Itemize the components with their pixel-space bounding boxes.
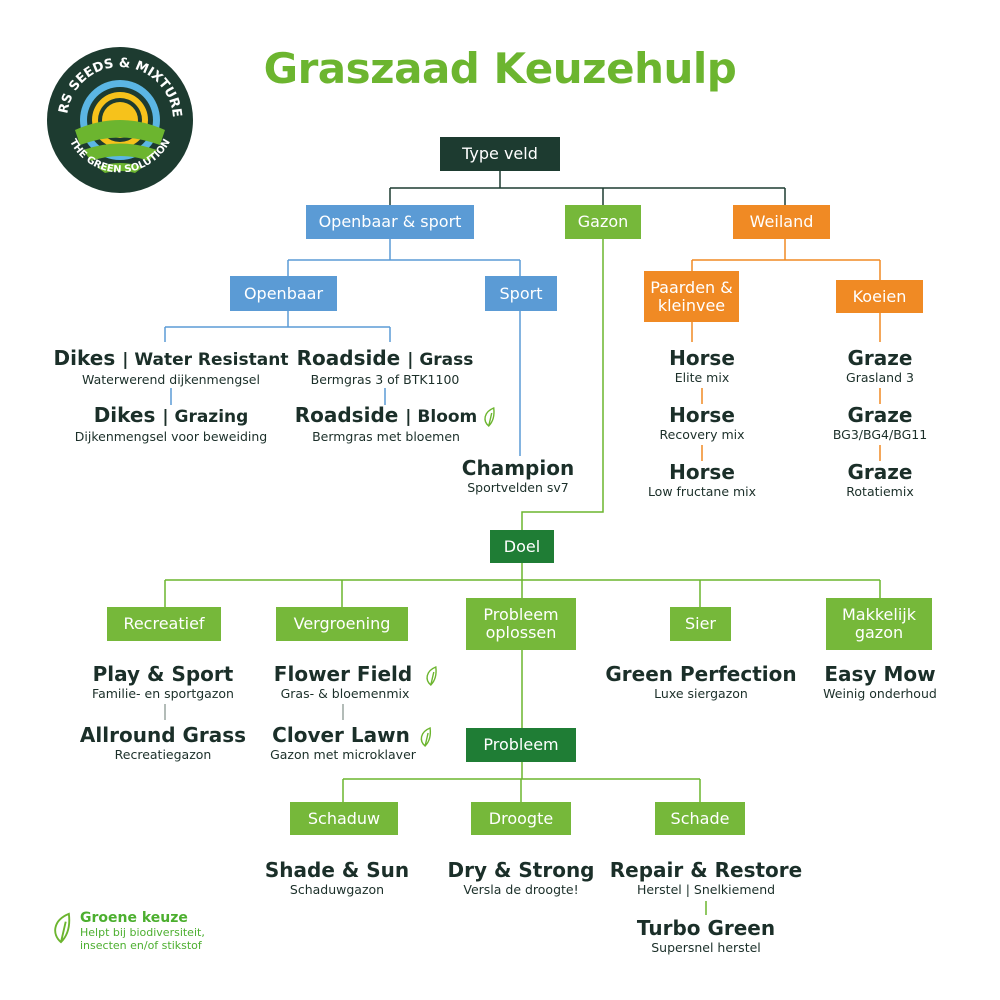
node-recreatief[interactable]: Recreatief — [107, 607, 221, 641]
product-name: Horse — [669, 403, 735, 427]
product-turbo-green[interactable]: Turbo Green Supersnel herstel — [637, 916, 775, 955]
legend-line-1: Helpt bij biodiversiteit, — [80, 926, 205, 939]
node-sport[interactable]: Sport — [485, 276, 557, 311]
product-horse-elite[interactable]: Horse Elite mix — [669, 346, 735, 385]
product-subtitle: Schaduwgazon — [289, 882, 385, 897]
node-type-veld[interactable]: Type veld — [440, 137, 560, 171]
node-openbaar-sport[interactable]: Openbaar & sport — [306, 205, 474, 239]
leaf-icon — [54, 912, 71, 944]
mrs-logo: MRS SEEDS & MIXTURES THE GREEN SOLUTION — [45, 45, 193, 193]
product-name: Graze — [847, 460, 913, 484]
product-name: Play & Sport — [92, 662, 234, 686]
product-name: Flower Field — [273, 662, 413, 686]
product-variant: | Bloom — [405, 407, 478, 427]
product-subtitle: Dijkenmengsel voor beweiding — [74, 429, 268, 444]
product-graze-grasland[interactable]: Graze Grasland 3 — [846, 346, 914, 385]
product-subtitle: Rotatiemix — [846, 484, 914, 499]
product-horse-recovery[interactable]: Horse Recovery mix — [660, 403, 745, 442]
product-subtitle: Luxe siergazon — [654, 686, 748, 701]
product-play-sport[interactable]: Play & Sport Familie- en sportgazon — [92, 662, 234, 701]
product-subtitle: Bermgras met bloemen — [312, 429, 460, 444]
product-variant: | Grass — [407, 350, 474, 370]
product-subtitle: Recreatiegazon — [114, 747, 212, 762]
product-name: Clover Lawn — [272, 723, 410, 747]
product-name: Shade & Sun — [264, 858, 410, 882]
legend-line-2: insecten en/of stikstof — [80, 939, 202, 952]
product-variant: | Water Resistant — [122, 350, 289, 370]
product-name: Easy Mow — [824, 662, 936, 686]
legend-groene-keuze: Groene keuze Helpt bij biodiversiteit, i… — [50, 910, 205, 952]
product-name: Dry & Strong — [447, 858, 595, 882]
product-subtitle: Low fructane mix — [647, 484, 757, 499]
product-name: Champion — [461, 456, 575, 480]
product-subtitle: Waterwerend dijkenmengsel — [82, 372, 260, 387]
product-name: Turbo Green — [636, 916, 776, 940]
product-variant: | Grazing — [162, 407, 249, 427]
leaf-icon — [483, 406, 495, 427]
product-clover-lawn[interactable]: Clover Lawn Gazon met microklaver — [270, 723, 434, 762]
product-name: Allround Grass — [79, 723, 247, 747]
node-sier[interactable]: Sier — [670, 607, 731, 641]
product-subtitle: Bermgras 3 of BTK1100 — [310, 372, 460, 387]
product-flower-field[interactable]: Flower Field Gras- & bloemenmix — [274, 662, 438, 701]
node-paarden-kleinvee[interactable]: Paarden & kleinvee — [644, 271, 739, 322]
product-name: Horse — [669, 346, 735, 370]
node-koeien[interactable]: Koeien — [836, 280, 923, 313]
node-probleem-oplossen[interactable]: Probleem oplossen — [466, 598, 576, 650]
node-weiland[interactable]: Weiland — [733, 205, 830, 239]
product-name: Repair & Restore — [609, 858, 803, 882]
product-dikes-water-resistant[interactable]: Dikes | Water Resistant Waterwerend dijke… — [54, 346, 289, 387]
product-subtitle: Gazon met microklaver — [270, 747, 416, 762]
product-name: Roadside — [294, 403, 399, 427]
product-subtitle: Weinig onderhoud — [823, 686, 937, 701]
product-subtitle: Herstel | Snelkiemend — [636, 882, 776, 897]
node-probleem[interactable]: Probleem — [466, 728, 576, 762]
product-subtitle: Recovery mix — [659, 427, 745, 442]
product-graze-bg[interactable]: Graze BG3/BG4/BG11 — [833, 403, 927, 442]
node-vergroening[interactable]: Vergroening — [276, 607, 408, 641]
leaf-icon — [426, 665, 438, 686]
leaf-icon — [420, 726, 431, 747]
page-title: Graszaad Keuzehulp — [263, 44, 737, 93]
product-subtitle: Versla de droogte! — [463, 882, 579, 897]
product-name: Graze — [847, 403, 913, 427]
product-horse-low-fructane[interactable]: Horse Low fructane mix — [648, 460, 756, 499]
product-dry-strong[interactable]: Dry & Strong Versla de droogte! — [448, 858, 595, 897]
product-allround-grass[interactable]: Allround Grass Recreatiegazon — [80, 723, 246, 762]
node-schaduw[interactable]: Schaduw — [290, 802, 398, 835]
node-makkelijk-gazon[interactable]: Makkelijk gazon — [826, 598, 932, 650]
product-name: Graze — [847, 346, 913, 370]
product-dikes-grazing[interactable]: Dikes | Grazing Dijkenmengsel voor beweid… — [75, 403, 267, 444]
product-subtitle: Elite mix — [674, 370, 730, 385]
legend-title: Groene keuze — [80, 910, 188, 926]
node-droogte[interactable]: Droogte — [471, 802, 571, 835]
product-name: Dikes — [93, 403, 156, 427]
product-subtitle: Sportvelden sv7 — [467, 480, 569, 495]
product-name: Roadside — [296, 346, 401, 370]
product-graze-rotatiemix[interactable]: Graze Rotatiemix — [846, 460, 913, 499]
product-roadside-grass[interactable]: Roadside | Grass Bermgras 3 of BTK1100 — [297, 346, 474, 387]
product-subtitle: Grasland 3 — [846, 370, 914, 385]
product-subtitle: Supersnel herstel — [651, 940, 761, 955]
product-champion[interactable]: Champion Sportvelden sv7 — [462, 456, 574, 495]
node-openbaar[interactable]: Openbaar — [230, 276, 337, 311]
node-gazon[interactable]: Gazon — [565, 205, 641, 239]
product-roadside-bloom[interactable]: Roadside | Bloom Bermgras met bloemen — [295, 403, 496, 444]
node-schade[interactable]: Schade — [655, 802, 745, 835]
product-name: Horse — [669, 460, 735, 484]
product-subtitle: Gras- & bloemenmix — [280, 686, 410, 701]
product-green-perfection[interactable]: Green Perfection Luxe siergazon — [605, 662, 796, 701]
product-shade-sun[interactable]: Shade & Sun Schaduwgazon — [265, 858, 409, 897]
product-repair-restore[interactable]: Repair & Restore Herstel | Snelkiemend — [610, 858, 802, 897]
product-easy-mow[interactable]: Easy Mow Weinig onderhoud — [823, 662, 937, 701]
product-subtitle: BG3/BG4/BG11 — [832, 427, 928, 442]
product-name: Green Perfection — [605, 662, 797, 686]
node-doel[interactable]: Doel — [490, 530, 554, 563]
product-subtitle: Familie- en sportgazon — [92, 686, 234, 701]
product-name: Dikes — [53, 346, 116, 370]
